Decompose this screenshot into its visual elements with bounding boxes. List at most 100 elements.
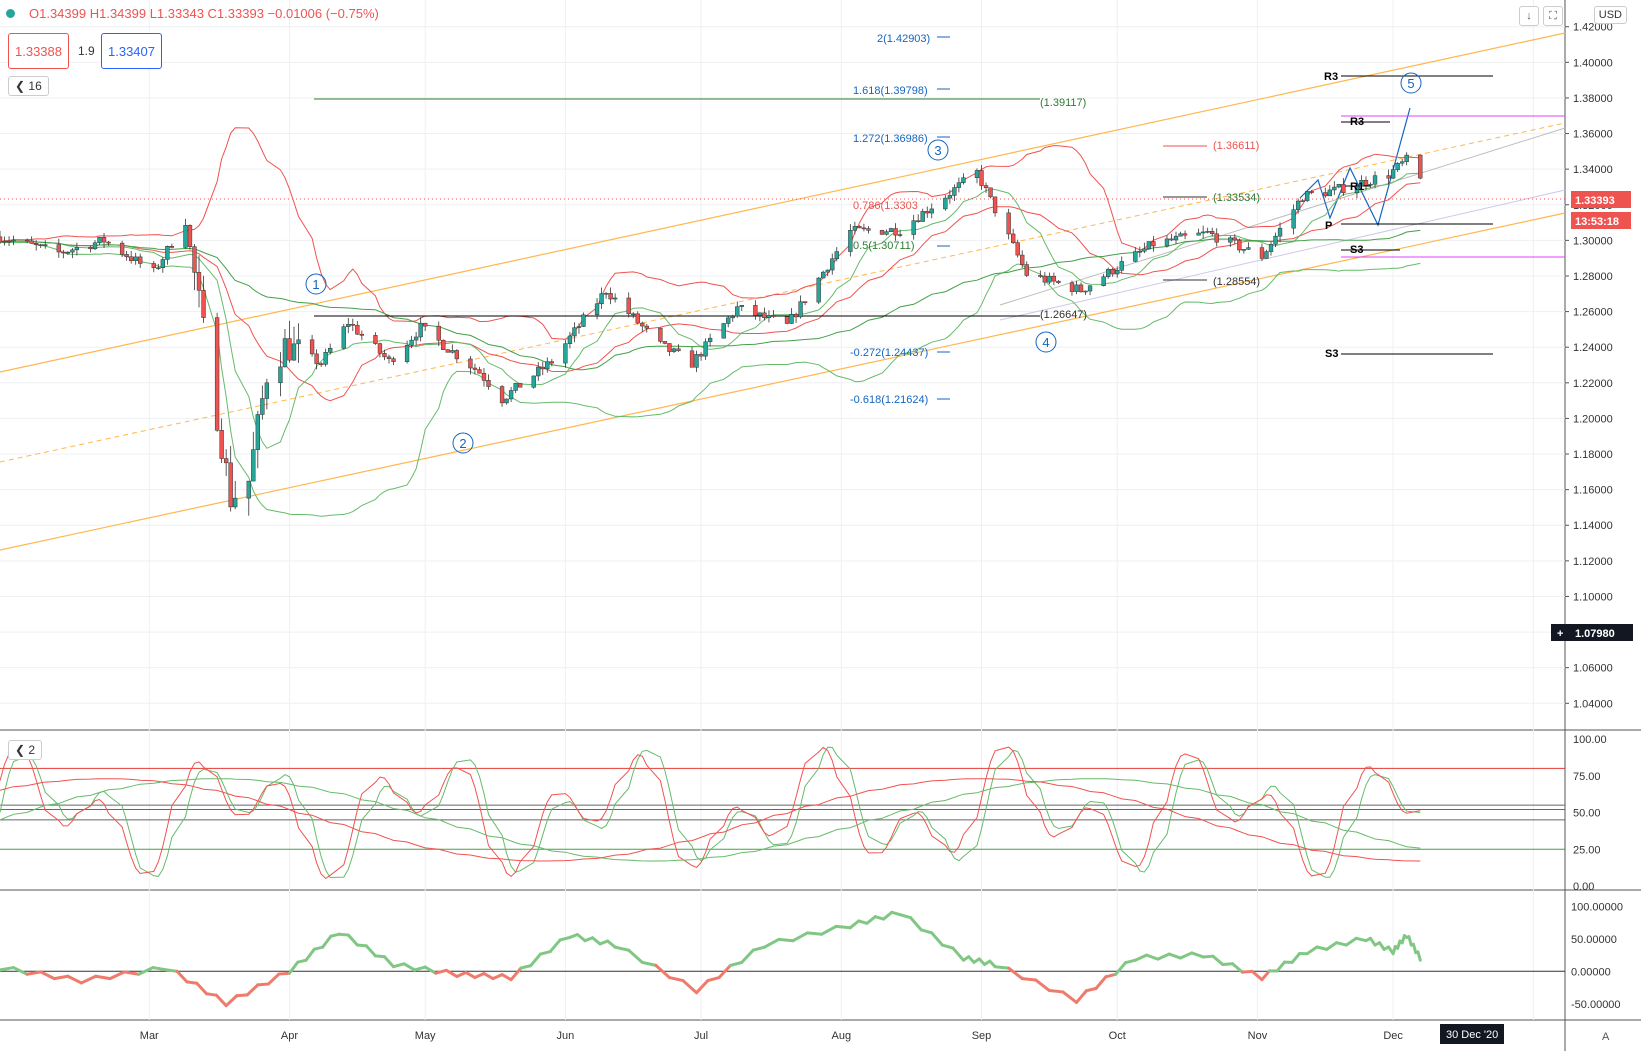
candle-body [956,182,962,188]
cci-segment [413,965,427,972]
candle-body [404,345,410,362]
candle-body [169,246,175,248]
cci-segment [423,965,438,975]
price-axis[interactable]: 1.420001.400001.380001.360001.340001.320… [1565,22,1613,711]
cci-segment [444,968,459,978]
candle-body [572,327,577,337]
cci-segment [185,980,199,985]
auto-scale-button[interactable]: A [1602,1031,1610,1043]
stoch-slow-line [0,778,1421,862]
cci-segment [1315,945,1329,951]
candle-body [1069,282,1075,292]
candle-body [346,324,351,327]
time-axis[interactable]: Mar Apr May Jun Jul Aug Sep Oct Nov Dec [140,1030,1404,1042]
candle-body [255,414,260,450]
cci-segment [346,933,359,947]
candle-body [925,211,930,214]
cci-segment [1260,969,1271,982]
cci-segment [175,969,189,984]
candle-body [1332,186,1337,191]
market-status-icon [6,9,15,18]
currency-badge[interactable]: USD [1593,6,1627,24]
candle-body [1173,235,1179,241]
candle-body [848,230,853,252]
cci-segment [1290,951,1302,964]
candle-body [423,322,428,327]
candle-body [504,398,509,404]
fullscreen-button[interactable]: ⛶ [1543,6,1563,26]
cci-segment [12,966,29,976]
cci-segment [695,979,710,995]
indicators-toggle[interactable]: ❮ 16 [8,76,49,96]
candle-body [771,315,776,317]
candle-body [1323,192,1328,197]
cci-segment [321,934,333,949]
osc-toggle[interactable]: ❮ 2 [8,740,43,760]
candle-body [1336,184,1342,188]
price-tick-label: 1.18000 [1573,449,1613,461]
price-tick-label: 1.36000 [1573,129,1613,141]
sell-button[interactable]: 1.33388 [8,33,69,69]
candle-body [1024,264,1029,276]
p-label: P [1325,220,1332,232]
cci-segment [224,994,239,1008]
cci-segment [1211,954,1225,967]
candle-body [0,236,3,243]
candle-body [1051,275,1057,282]
candle-body [92,242,98,250]
cci-segment [882,910,894,921]
cci-segment [277,971,291,976]
candle-body [1309,191,1314,193]
cci-segment [1240,969,1254,974]
cci-segment [1156,952,1171,961]
candle-body [852,226,858,231]
cci-segment [751,945,766,952]
cci-segment [640,960,658,967]
price-tick-label: 1.04000 [1573,698,1613,710]
wave-1-label: 1 [312,277,319,292]
candle-body [726,317,731,324]
candle-body [1133,251,1138,262]
fib-1618-label: 1.618(1.39798) [853,85,928,97]
stoch-line [0,746,1421,880]
candle-body [201,290,206,318]
candle-body [436,325,441,341]
candle-body [1038,275,1043,277]
candle-body [1259,247,1265,259]
stoch-tick-label: 100.00 [1573,734,1607,746]
candle-body [599,293,604,305]
candle-body [350,324,355,326]
candle-body [1146,241,1152,250]
candle-body [1368,183,1373,186]
cci-tick-label: 0.00000 [1571,966,1611,978]
price-tick-label: 1.10000 [1573,591,1613,603]
cci-segment [1145,953,1160,961]
buy-button[interactable]: 1.33407 [101,33,162,69]
candle-body [916,220,921,222]
spread-value: 1.9 [78,44,95,58]
crosshair-price: 1.07980 [1575,628,1615,640]
candle-body [1169,238,1174,241]
candle-body [187,225,193,247]
ohlc-values: O1.34399 H1.34399 L1.33343 C1.33393 −0.0… [29,6,379,21]
cci-tick-label: -50.00000 [1571,999,1621,1011]
candle-body [825,269,830,273]
candle-body [739,305,744,307]
level-139117-label: (1.39117) [1040,97,1086,109]
candle-body [124,254,129,257]
cci-segment [1190,951,1205,959]
candle-body [70,249,75,253]
candle-body [1110,268,1115,275]
candle-body [1078,284,1084,293]
candle-body [793,314,799,318]
candle-body [721,323,726,339]
candle-body [138,256,143,264]
candle-body [1246,247,1251,250]
price-tick-label: 1.16000 [1573,485,1613,497]
down-arrow-button[interactable]: ↓ [1519,6,1539,26]
candle-body [961,177,966,183]
candle-body [667,343,672,352]
candle-body [658,327,663,342]
